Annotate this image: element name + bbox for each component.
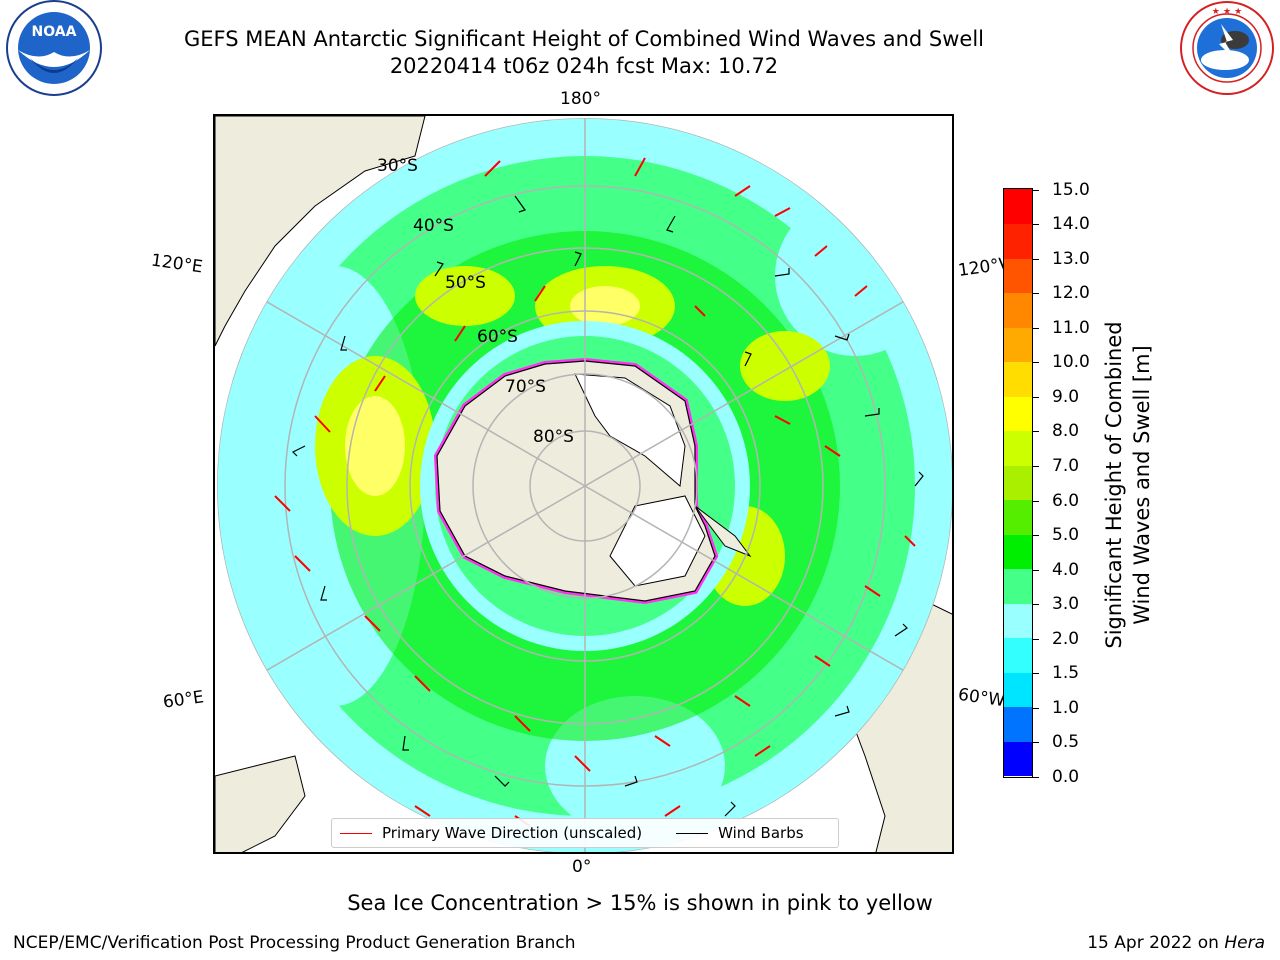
colorbar-tick [1033, 189, 1039, 191]
lon-label-0: 0° [572, 857, 592, 877]
lat-label-80s: 80°S [533, 427, 574, 447]
colorbar-tick-label: 1.5 [1052, 663, 1080, 684]
colorbar-tick [1033, 327, 1039, 329]
wind-barbs-legend-line [676, 832, 709, 834]
footer-branch: NCEP/EMC/Verification Post Processing Pr… [13, 933, 576, 953]
nws-logo: ★ ★ ★ [1180, 1, 1274, 95]
colorbar-tick-label: 2.0 [1052, 628, 1080, 649]
colorbar [1003, 188, 1033, 778]
footer-date-text: 15 Apr 2022 on [1087, 933, 1225, 953]
colorbar-tick-label: 8.0 [1052, 421, 1080, 442]
colorbar-tick-label: 0.0 [1052, 767, 1080, 787]
colorbar-band [1004, 465, 1032, 501]
colorbar-band [1004, 637, 1032, 673]
colorbar-tick [1033, 638, 1039, 640]
colorbar-tick-label: 5.0 [1052, 525, 1080, 546]
colorbar-tick [1033, 465, 1039, 467]
colorbar-tick [1033, 777, 1039, 778]
colorbar-band [1004, 534, 1032, 570]
lat-label-30s: 30°S [377, 156, 418, 176]
wave-direction-legend-label: Primary Wave Direction (unscaled) [382, 824, 643, 842]
footer-date: 15 Apr 2022 on Hera [1087, 933, 1265, 953]
colorbar-band [1004, 741, 1032, 777]
map-legend: Primary Wave Direction (unscaled) Wind B… [331, 818, 839, 848]
lat-label-60s: 60°S [477, 327, 518, 347]
colorbar-tick [1033, 224, 1039, 226]
colorbar-band [1004, 603, 1032, 639]
map-canvas: 30°S 40°S 50°S 60°S 70°S 80°S [215, 116, 952, 852]
svg-text:★ ★ ★: ★ ★ ★ [1212, 7, 1242, 17]
colorbar-tick [1033, 293, 1039, 295]
colorbar-tick [1033, 500, 1039, 502]
colorbar-tick-label: 9.0 [1052, 386, 1080, 407]
wind-barbs-legend-label: Wind Barbs [718, 824, 804, 842]
colorbar-tick [1033, 742, 1039, 744]
colorbar-tick-label: 14.0 [1052, 214, 1090, 235]
colorbar-band [1004, 258, 1032, 294]
colorbar-band [1004, 568, 1032, 604]
colorbar-band [1004, 327, 1032, 363]
colorbar-tick [1033, 396, 1039, 398]
colorbar-band [1004, 292, 1032, 328]
footer-machine: Hera [1224, 933, 1265, 953]
colorbar-tick [1033, 707, 1039, 709]
noaa-logo: NOAA [6, 0, 102, 96]
colorbar-tick [1033, 431, 1039, 433]
colorbar-tick [1033, 604, 1039, 606]
colorbar-tick-label: 6.0 [1052, 490, 1080, 511]
colorbar-tick [1033, 673, 1039, 675]
colorbar-band [1004, 189, 1032, 225]
lon-label-180: 180° [560, 89, 601, 109]
lat-label-70s: 70°S [505, 377, 546, 397]
chart-subtitle: 20220414 t06z 024h fcst Max: 10.72 [389, 54, 779, 78]
colorbar-tick-label: 12.0 [1052, 283, 1090, 304]
noaa-logo-text: NOAA [32, 24, 77, 40]
lon-label-60e: 60°E [161, 687, 206, 713]
wave-direction-legend-line [340, 832, 372, 834]
colorbar-tick [1033, 535, 1039, 537]
lat-label-50s: 50°S [445, 273, 486, 293]
colorbar-tick-label: 10.0 [1052, 352, 1090, 373]
colorbar-tick-label: 0.5 [1052, 732, 1080, 753]
colorbar-band [1004, 396, 1032, 432]
lon-label-60w: 60°W [956, 684, 1007, 712]
colorbar-title-line1: Significant Height of Combined [1102, 321, 1126, 649]
colorbar-tick-label: 1.0 [1052, 697, 1080, 718]
colorbar-band [1004, 430, 1032, 466]
colorbar-tick-label: 3.0 [1052, 594, 1080, 615]
colorbar-title-line2: Wind Waves and Swell [m] [1130, 345, 1154, 625]
colorbar-tick [1033, 362, 1039, 364]
colorbar-band [1004, 499, 1032, 535]
lat-label-40s: 40°S [413, 216, 454, 236]
colorbar-band [1004, 672, 1032, 708]
colorbar-band [1004, 361, 1032, 397]
colorbar-tick-label: 15.0 [1052, 179, 1090, 200]
colorbar-tick-label: 11.0 [1052, 317, 1090, 338]
colorbar-band [1004, 706, 1032, 742]
colorbar-tick-label: 7.0 [1052, 455, 1080, 476]
colorbar-tick-label: 4.0 [1052, 559, 1080, 580]
colorbar-tick [1033, 258, 1039, 260]
colorbar-tick [1033, 569, 1039, 571]
colorbar-band [1004, 223, 1032, 259]
chart-title: GEFS MEAN Antarctic Significant Height o… [183, 27, 985, 51]
sea-ice-note: Sea Ice Concentration > 15% is shown in … [347, 891, 933, 915]
colorbar-title: Significant Height of Combined Wind Wave… [1100, 285, 1156, 685]
lon-label-120e: 120°E [149, 250, 204, 278]
antarctic-wave-height-map: 30°S 40°S 50°S 60°S 70°S 80°S [213, 114, 954, 854]
colorbar-tick-label: 13.0 [1052, 248, 1090, 269]
